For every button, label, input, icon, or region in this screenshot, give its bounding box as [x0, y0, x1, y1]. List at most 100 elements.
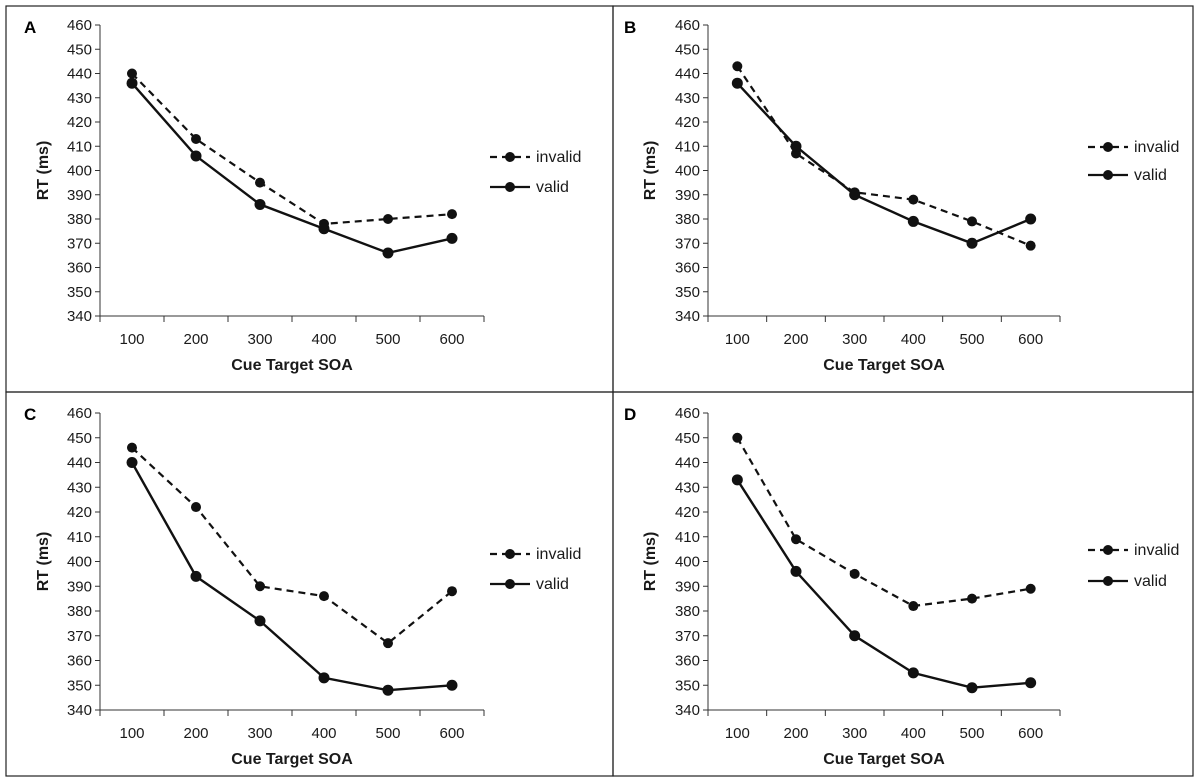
x-axis-label: Cue Target SOA: [823, 357, 945, 374]
y-tick-label: 450: [675, 41, 700, 58]
legend-swatch-marker: [1103, 545, 1113, 555]
x-tick-label: 500: [959, 725, 984, 742]
y-tick-label: 420: [675, 504, 700, 521]
y-tick-label: 430: [675, 479, 700, 496]
data-point-valid: [1025, 213, 1037, 225]
y-tick-label: 400: [67, 554, 92, 571]
data-point-invalid: [127, 442, 137, 453]
y-tick-label: 390: [67, 187, 92, 204]
legend-label-valid: valid: [536, 576, 569, 593]
data-point-valid: [254, 615, 266, 627]
data-point-invalid: [319, 591, 329, 602]
data-point-invalid: [1025, 240, 1036, 251]
x-tick-label: 400: [311, 331, 336, 348]
x-tick-label: 300: [247, 725, 272, 742]
y-tick-label: 430: [67, 90, 92, 107]
data-point-valid: [446, 232, 458, 244]
data-point-invalid: [908, 194, 919, 205]
data-point-valid: [907, 215, 919, 227]
data-point-invalid: [967, 593, 977, 604]
series-line-invalid: [736, 65, 1032, 247]
y-tick-label: 450: [67, 430, 92, 447]
y-tick-label: 370: [675, 235, 700, 252]
series-line-invalid: [131, 446, 453, 645]
x-tick-label: 100: [725, 331, 750, 348]
legend-swatch-marker: [505, 182, 515, 192]
data-point-invalid: [967, 216, 977, 227]
data-point-valid: [790, 565, 802, 577]
x-tick-label: 400: [311, 725, 336, 742]
data-point-invalid: [255, 581, 265, 592]
y-tick-label: 360: [675, 653, 700, 670]
series-line-valid: [736, 479, 1031, 689]
data-point-valid: [1025, 677, 1037, 689]
x-tick-label: 500: [959, 331, 984, 348]
y-tick-label: 460: [675, 17, 700, 34]
y-tick-label: 360: [67, 653, 92, 670]
y-axis-label: RT (ms): [35, 532, 52, 592]
data-point-invalid: [191, 502, 201, 513]
x-tick-label: 200: [183, 725, 208, 742]
panel-letter: B: [624, 18, 636, 37]
x-tick-label: 300: [247, 331, 272, 348]
legend-swatch-marker: [505, 549, 515, 559]
data-point-invalid: [383, 214, 393, 224]
data-point-valid: [318, 672, 330, 684]
y-axis-label: RT (ms): [642, 141, 659, 201]
legend-label-invalid: invalid: [1134, 139, 1179, 156]
data-point-invalid: [732, 432, 743, 443]
panel-letter: D: [624, 405, 636, 424]
y-tick-label: 370: [67, 235, 92, 252]
x-tick-label: 500: [375, 331, 400, 348]
x-tick-label: 500: [375, 725, 400, 742]
x-tick-label: 200: [783, 725, 808, 742]
panel-frame-0: [5, 5, 614, 393]
data-point-valid: [731, 77, 743, 89]
data-point-valid: [190, 570, 202, 582]
panel-A: A 340 350 360 370 380 390 400 410 420 430 440 450 460…: [24, 17, 581, 374]
y-tick-label: 340: [67, 308, 92, 325]
data-point-valid: [966, 682, 978, 694]
x-tick-label: 600: [439, 725, 464, 742]
y-axis-label: RT (ms): [642, 532, 659, 592]
y-tick-label: 460: [67, 405, 92, 422]
data-point-invalid: [908, 601, 919, 612]
series-line-valid: [131, 82, 453, 255]
data-point-invalid: [732, 61, 743, 72]
data-point-valid: [731, 474, 743, 486]
y-tick-label: 360: [675, 260, 700, 277]
x-tick-label: 400: [901, 725, 926, 742]
x-tick-label: 100: [119, 331, 144, 348]
y-tick-label: 460: [675, 405, 700, 422]
y-tick-label: 390: [67, 578, 92, 595]
panel-B: B 340 350 360 370 380 390 400 410 420 430 440 450 460…: [624, 17, 1179, 374]
y-tick-label: 360: [67, 260, 92, 277]
y-tick-label: 410: [675, 529, 700, 546]
data-point-invalid: [791, 534, 801, 545]
data-point-invalid: [849, 568, 860, 579]
y-tick-label: 350: [67, 284, 92, 301]
y-tick-label: 340: [675, 308, 700, 325]
y-tick-label: 390: [675, 187, 700, 204]
y-tick-label: 440: [675, 455, 700, 472]
data-point-invalid: [191, 133, 201, 144]
y-tick-label: 400: [675, 554, 700, 571]
legend-label-valid: valid: [1134, 573, 1167, 590]
y-tick-label: 340: [675, 702, 700, 719]
legend-swatch-marker: [1103, 170, 1113, 180]
legend-swatch-marker: [1103, 142, 1113, 152]
panel-letter: A: [24, 18, 36, 37]
y-tick-label: 380: [675, 211, 700, 228]
y-tick-label: 440: [67, 66, 92, 83]
x-axis-label: Cue Target SOA: [823, 751, 945, 768]
data-point-valid: [318, 223, 330, 235]
data-point-invalid: [127, 68, 137, 79]
x-tick-label: 600: [1018, 725, 1043, 742]
data-point-valid: [790, 140, 802, 152]
y-tick-label: 380: [67, 603, 92, 620]
y-tick-label: 420: [67, 114, 92, 131]
x-tick-label: 600: [1018, 331, 1043, 348]
data-point-valid: [126, 77, 138, 89]
legend-swatch-marker: [505, 579, 515, 589]
